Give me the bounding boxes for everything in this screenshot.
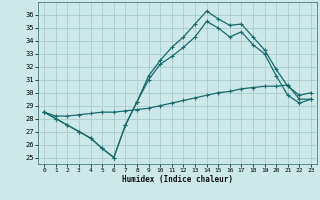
- X-axis label: Humidex (Indice chaleur): Humidex (Indice chaleur): [122, 175, 233, 184]
